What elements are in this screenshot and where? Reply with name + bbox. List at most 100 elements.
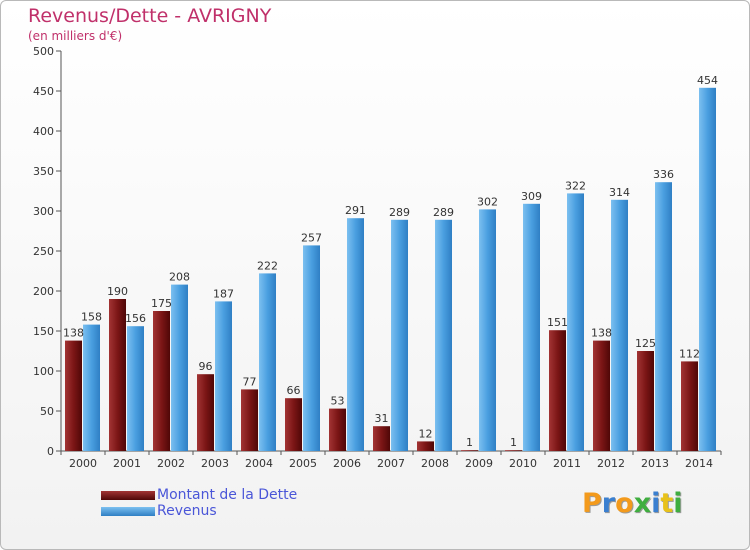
data-label-debt: 1 [466,436,473,449]
bar-revenue [259,273,276,451]
data-label-debt: 1 [510,436,517,449]
bar-revenue [479,209,496,451]
data-label-revenue: 336 [653,168,674,181]
data-label-debt: 138 [591,327,612,340]
data-label-revenue: 289 [389,206,410,219]
logo-letter: i [651,488,661,519]
bar-revenue [127,326,144,451]
data-labels: 138 158 190 156 175 208 96 187 77 222 66 257 53 291 31… [63,74,718,449]
data-label-revenue: 309 [521,190,542,203]
y-tick-label: 350 [33,165,54,178]
legend-item-revenue: Revenus [101,503,297,519]
x-tick-label: 2010 [509,457,537,470]
proxiti-logo: Proxiti [582,488,683,519]
bar-debt [241,389,258,451]
x-tick-label: 2004 [245,457,273,470]
x-tick-label: 2007 [377,457,405,470]
data-label-debt: 125 [635,337,656,350]
data-label-debt: 96 [199,360,213,373]
y-tick-label: 200 [33,285,54,298]
x-tick-label: 2000 [69,457,97,470]
x-tick-label: 2005 [289,457,317,470]
data-label-revenue: 257 [301,231,322,244]
data-label-revenue: 322 [565,179,586,192]
y-tick-label: 450 [33,85,54,98]
y-tick-label: 0 [47,445,54,458]
bar-debt [417,441,434,451]
data-label-revenue: 187 [213,287,234,300]
bar-debt [681,361,698,451]
bar-revenue [303,245,320,451]
data-label-revenue: 302 [477,195,498,208]
data-label-debt: 31 [375,412,389,425]
data-label-debt: 53 [331,395,345,408]
y-tick-label: 500 [33,45,54,58]
data-label-revenue: 291 [345,204,366,217]
bar-debt [109,299,126,451]
data-label-revenue: 208 [169,271,190,284]
x-tick-label: 2011 [553,457,581,470]
y-tick-label: 300 [33,205,54,218]
data-label-debt: 12 [419,427,433,440]
logo-letter: o [615,488,634,519]
legend-label-debt: Montant de la Dette [157,487,298,503]
data-label-debt: 77 [243,375,257,388]
x-tick-label: 2013 [641,457,669,470]
bar-debt [637,351,654,451]
x-tick-label: 2008 [421,457,449,470]
logo-letter: r [601,488,616,519]
y-tick-label: 400 [33,125,54,138]
data-label-revenue: 314 [609,186,630,199]
y-tick-label: 50 [40,405,54,418]
bar-revenue [171,284,188,451]
x-tick-label: 2014 [685,457,713,470]
data-label-revenue: 289 [433,206,454,219]
bar-debt [153,311,170,451]
bar-revenue [611,199,628,451]
legend-item-debt: Montant de la Dette [101,487,297,503]
bar-debt [329,408,346,451]
y-tick-label: 150 [33,325,54,338]
bar-revenue [435,219,452,451]
logo-letter: t [660,488,674,519]
data-label-debt: 151 [547,316,568,329]
bar-debt [285,398,302,451]
x-tick-label: 2006 [333,457,361,470]
data-label-revenue: 158 [81,311,102,324]
data-label-debt: 112 [679,347,700,360]
bars [65,87,716,452]
bar-debt [461,450,478,451]
x-tick-label: 2002 [157,457,185,470]
data-label-debt: 66 [287,384,301,397]
bar-revenue [699,87,716,452]
logo-letter: i [673,488,683,519]
bar-revenue [523,203,540,451]
legend-swatch-debt [101,490,155,500]
data-label-debt: 175 [151,297,172,310]
logo-letter: P [582,488,602,519]
bar-debt [549,330,566,451]
bar-revenue [215,301,232,451]
data-label-debt: 190 [107,285,128,298]
data-label-revenue: 454 [697,74,718,87]
bar-debt [65,340,82,451]
bar-revenue [391,219,408,451]
legend-swatch-revenue [101,506,155,516]
data-label-revenue: 156 [125,312,146,325]
x-tick-label: 2012 [597,457,625,470]
bar-debt [505,450,522,451]
x-tick-label: 2001 [113,457,141,470]
bar-revenue [655,182,672,451]
legend: Montant de la Dette Revenus [101,487,297,519]
logo-letter: x [633,488,652,519]
chart-subtitle: (en milliers d'€) [28,29,123,43]
y-tick-label: 250 [33,245,54,258]
bar-debt [373,426,390,451]
data-label-revenue: 222 [257,259,278,272]
x-tick-label: 2009 [465,457,493,470]
bar-revenue [83,324,100,451]
y-tick-label: 100 [33,365,54,378]
legend-label-revenue: Revenus [157,503,217,519]
